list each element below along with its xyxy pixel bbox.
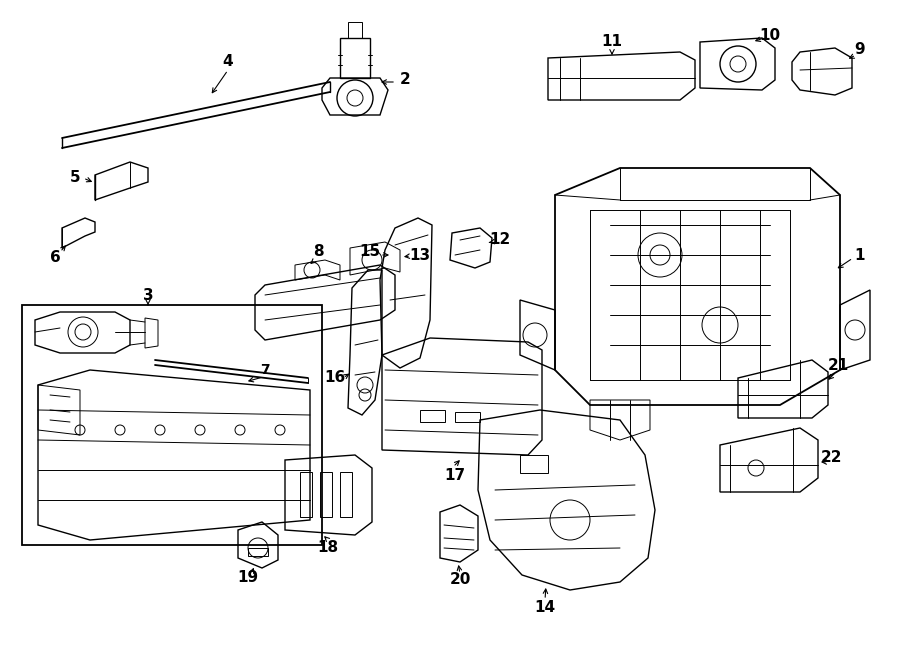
Text: 14: 14 — [535, 600, 555, 615]
Text: 15: 15 — [359, 245, 381, 260]
Text: 12: 12 — [490, 233, 510, 247]
Text: 6: 6 — [50, 251, 60, 266]
Text: 20: 20 — [449, 572, 471, 588]
Text: 22: 22 — [821, 451, 842, 465]
Bar — [320, 472, 332, 517]
Text: 21: 21 — [827, 358, 849, 373]
Text: 11: 11 — [601, 34, 623, 50]
Text: 10: 10 — [760, 28, 780, 42]
Bar — [340, 472, 352, 517]
Text: 4: 4 — [222, 54, 233, 69]
Text: 2: 2 — [400, 73, 410, 87]
Text: 19: 19 — [238, 570, 258, 586]
Text: 3: 3 — [143, 288, 153, 303]
Text: 8: 8 — [312, 245, 323, 260]
Bar — [520, 455, 548, 473]
Text: 13: 13 — [410, 247, 430, 262]
Text: 1: 1 — [855, 247, 865, 262]
Bar — [300, 472, 312, 517]
Bar — [455, 412, 480, 422]
Bar — [22, 305, 322, 545]
Bar — [420, 410, 445, 422]
Bar — [248, 548, 268, 556]
Text: 9: 9 — [855, 42, 865, 58]
Text: 5: 5 — [69, 171, 80, 186]
Text: 17: 17 — [445, 467, 465, 483]
Text: 7: 7 — [260, 363, 270, 377]
Text: 16: 16 — [324, 371, 346, 385]
Text: 18: 18 — [318, 541, 338, 555]
